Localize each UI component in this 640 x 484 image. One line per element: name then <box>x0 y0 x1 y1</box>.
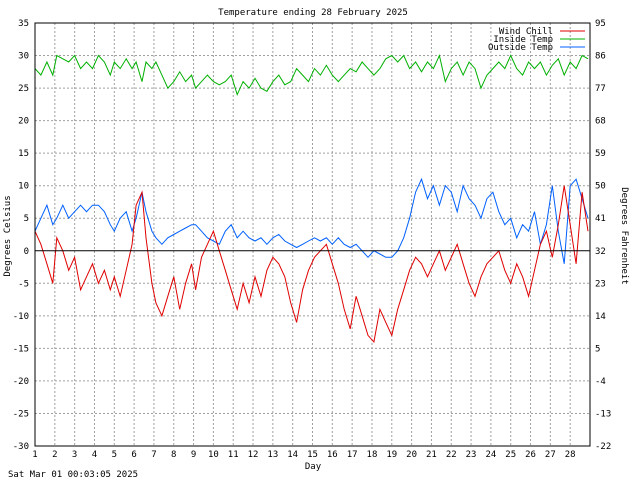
x-tick-label: 21 <box>426 450 437 460</box>
y-tick-label: -30 <box>13 442 29 452</box>
x-tick-label: 3 <box>72 450 77 460</box>
y-tick-label: 35 <box>18 19 29 29</box>
y-tick-label: 15 <box>18 149 29 159</box>
y-tick-label: 20 <box>18 117 29 127</box>
x-tick-label: 26 <box>525 450 536 460</box>
y-tick-label: -25 <box>13 409 29 419</box>
y2-tick-label: -13 <box>595 409 611 419</box>
x-tick-label: 6 <box>131 450 136 460</box>
x-tick-label: 20 <box>406 450 417 460</box>
axes <box>34 22 591 447</box>
y-tick-label: 0 <box>24 247 29 257</box>
x-tick-label: 4 <box>92 450 97 460</box>
series-layer <box>34 53 589 343</box>
series-line-outside-temp <box>34 177 589 264</box>
x-tick-label: 14 <box>287 450 298 460</box>
x-tick-label: 7 <box>151 450 156 460</box>
y-axis-label: Degrees Celsius <box>3 195 13 276</box>
x-tick-label: 27 <box>545 450 556 460</box>
x-tick-label: 17 <box>347 450 358 460</box>
y2-tick-label: 68 <box>595 117 606 127</box>
x-tick-label: 2 <box>52 450 57 460</box>
y-tick-label: -20 <box>13 377 29 387</box>
chart-title: Temperature ending 28 February 2025 <box>218 8 408 18</box>
legend-label: Inside Temp <box>493 35 553 45</box>
x-tick-label: 10 <box>208 450 219 460</box>
legend-label: Outside Temp <box>488 43 553 53</box>
legend-label: Wind Chill <box>499 27 553 37</box>
y2-tick-label: 32 <box>595 247 606 257</box>
grid <box>34 22 590 447</box>
x-tick-label: 1 <box>32 450 37 460</box>
y-tick-label: -5 <box>18 279 29 289</box>
plot-frame <box>34 22 591 447</box>
y2-tick-label: -4 <box>595 377 606 387</box>
y-tick-label: -10 <box>13 312 29 322</box>
x-tick-label: 11 <box>228 450 239 460</box>
y2-tick-label: 23 <box>595 279 606 289</box>
x-tick-label: 22 <box>446 450 457 460</box>
y2-tick-label: 95 <box>595 19 606 29</box>
y2-tick-label: 86 <box>595 52 606 62</box>
series-line-inside-temp <box>34 53 589 97</box>
x-tick-label: 19 <box>386 450 397 460</box>
x-tick-label: 12 <box>248 450 259 460</box>
y-tick-label: 25 <box>18 84 29 94</box>
x-tick-label: 23 <box>466 450 477 460</box>
x-tick-label: 8 <box>171 450 176 460</box>
tick-labels: 1 2 3 4 5 6 7 8 9 10 11 12 13 14 15 16 17 18 19 20 21 22 23 24 2… <box>13 19 612 460</box>
y2-tick-label: 77 <box>595 84 606 94</box>
y2-tick-label: 50 <box>595 182 606 192</box>
y2-tick-label: 14 <box>595 312 606 322</box>
x-tick-label: 16 <box>327 450 338 460</box>
x-tick-label: 25 <box>505 450 516 460</box>
generated-timestamp: Sat Mar 01 00:03:05 2025 <box>8 470 138 480</box>
x-tick-label: 24 <box>485 450 496 460</box>
y2-axis-label: Degrees Fahrenheit <box>619 187 629 285</box>
x-tick-label: 13 <box>267 450 278 460</box>
x-axis-label: Day <box>305 462 322 472</box>
x-tick-label: 5 <box>112 450 117 460</box>
y-tick-label: 30 <box>18 52 29 62</box>
y2-tick-label: 5 <box>595 344 600 354</box>
y-tick-label: 5 <box>24 214 29 224</box>
y-tick-label: 10 <box>18 182 29 192</box>
y2-tick-label: 41 <box>595 214 606 224</box>
x-tick-label: 15 <box>307 450 318 460</box>
x-tick-label: 9 <box>191 450 196 460</box>
y2-tick-label: 59 <box>595 149 606 159</box>
x-tick-label: 28 <box>565 450 576 460</box>
y-tick-label: -15 <box>13 344 29 354</box>
x-tick-label: 18 <box>367 450 378 460</box>
y2-tick-label: -22 <box>595 442 611 452</box>
series-line-wind-chill <box>34 185 589 343</box>
